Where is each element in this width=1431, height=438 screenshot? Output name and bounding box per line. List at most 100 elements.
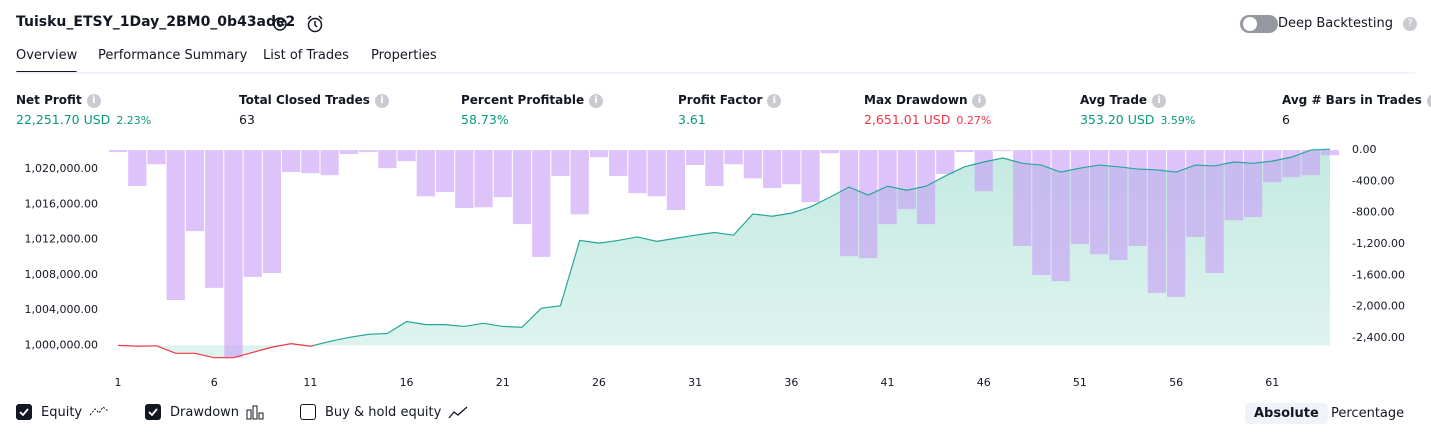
stat-label: Percent Profitable i	[461, 93, 604, 108]
x-tick-label: 61	[1265, 376, 1279, 389]
stat-number: 2,651.01 USD	[864, 112, 951, 127]
alert-icon[interactable]	[305, 14, 325, 34]
drawdown-bar	[743, 150, 762, 179]
y2-tick-label: -1,600.00	[1352, 268, 1405, 281]
stat-label: Max Drawdown i	[864, 93, 987, 108]
info-icon: i	[767, 94, 782, 108]
stat-label: Net Profit i	[16, 93, 101, 108]
drawdown-bar	[262, 150, 282, 273]
deep-backtesting-toggle[interactable]	[1240, 14, 1278, 34]
drawdown-bar	[1032, 150, 1051, 275]
drawdown-bar	[1013, 150, 1032, 246]
drawdown-bar	[936, 150, 955, 174]
drawdown-bar	[1301, 150, 1320, 176]
drawdown-bar	[474, 150, 493, 208]
stat-change: 3.59%	[1160, 114, 1196, 127]
drawdown-bar	[570, 150, 589, 215]
drawdown-bar	[532, 150, 551, 257]
drawdown-bar	[205, 150, 224, 288]
divider	[16, 72, 1415, 74]
drawdown-bar	[897, 150, 916, 210]
help-icon[interactable]: ?	[1403, 17, 1417, 31]
drawdown-bar	[974, 150, 993, 192]
drawdown-bar	[416, 150, 435, 197]
x-tick-label: 6	[211, 376, 218, 389]
y-tick-label: 1,016,000.00	[25, 197, 98, 210]
mode-button[interactable]: Absolute	[1245, 403, 1328, 424]
settings-icon[interactable]	[271, 15, 289, 33]
legend-icon	[448, 405, 468, 420]
drawdown-bar	[185, 150, 205, 232]
drawdown-bar	[859, 150, 878, 259]
drawdown-bar	[455, 150, 474, 209]
stat-number: 6	[1282, 112, 1290, 127]
stat-number: 3.61	[678, 112, 706, 127]
tab[interactable]: Properties	[371, 48, 437, 63]
stat-value: 353.20 USD 3.59%	[1080, 112, 1195, 127]
checkbox[interactable]	[16, 404, 32, 420]
drawdown-bar	[609, 150, 628, 176]
drawdown-bar	[1205, 150, 1224, 273]
tab[interactable]: Performance Summary	[98, 48, 248, 63]
legend-label: Drawdown	[170, 404, 240, 420]
stat-label: Avg Trade i	[1080, 93, 1167, 108]
drawdown-bar	[686, 150, 705, 165]
x-tick-label: 11	[303, 376, 317, 389]
drawdown-bar	[397, 150, 416, 162]
x-tick-label: 26	[592, 376, 606, 389]
drawdown-bar	[301, 150, 320, 174]
drawdown-bar	[1147, 150, 1166, 293]
drawdown-bar	[1166, 150, 1186, 297]
stat-name: Percent Profitable	[461, 93, 585, 107]
y2-tick-label: -2,000.00	[1352, 300, 1405, 313]
drawdown-bar	[647, 150, 666, 197]
chart: 1,000,000.00 1,004,000.00 1,008,000.00 1,01…	[25, 143, 1405, 389]
drawdown-bar	[551, 150, 570, 176]
x-tick-label: 41	[881, 376, 895, 389]
legend-icon	[246, 405, 266, 420]
y-tick-label: 1,012,000.00	[25, 233, 98, 246]
x-tick-label: 31	[688, 376, 702, 389]
drawdown-bar	[320, 150, 339, 176]
drawdown-bar	[724, 150, 743, 165]
deep-backtesting-label: Deep Backtesting	[1277, 16, 1393, 31]
drawdown-bar	[128, 150, 147, 187]
stat-value: 6	[1282, 112, 1290, 127]
tab[interactable]: List of Trades	[263, 48, 349, 63]
stat-name: Max Drawdown	[864, 93, 968, 107]
stat-value: 3.61	[678, 112, 706, 127]
y2-tick-label: -2,400.00	[1352, 331, 1405, 344]
x-tick-label: 36	[784, 376, 798, 389]
y-tick-label: 1,004,000.00	[25, 303, 98, 316]
checkbox[interactable]	[300, 404, 316, 420]
drawdown-bar	[378, 150, 397, 169]
stat-value: 63	[239, 112, 255, 127]
stat-name: Net Profit	[16, 93, 82, 107]
drawdown-bar	[1282, 150, 1301, 178]
stat-name: Total Closed Trades	[239, 93, 370, 107]
equity-line	[117, 148, 1331, 359]
stat-label: Profit Factor i	[678, 93, 782, 108]
drawdown-bar	[820, 150, 839, 154]
legend-item[interactable]: Drawdown	[145, 404, 266, 420]
stat-number: 58.73%	[461, 112, 509, 127]
drawdown-bar	[224, 150, 243, 358]
drawdown-bar	[878, 150, 897, 225]
legend-item[interactable]: Equity	[16, 404, 109, 420]
y2-tick-label: -400.00	[1352, 174, 1394, 187]
stat-change: 2.23%	[116, 114, 152, 127]
mode-button[interactable]: Percentage	[1331, 406, 1405, 421]
drawdown-bar	[1224, 150, 1243, 221]
drawdown-bar	[801, 150, 820, 203]
stat-number: 353.20 USD	[1080, 112, 1155, 127]
x-tick-label: 21	[496, 376, 510, 389]
stat-change: 0.27%	[956, 114, 992, 127]
info-icon: i	[972, 94, 987, 108]
legend-label: Equity	[41, 404, 83, 420]
y2-tick-label: 0.00	[1352, 143, 1377, 156]
drawdown-bar	[782, 150, 801, 185]
checkbox[interactable]	[145, 404, 161, 420]
legend-item[interactable]: Buy & hold equity	[300, 404, 468, 420]
drawdown-bar	[705, 150, 724, 187]
drawdown-bar	[1128, 150, 1147, 246]
